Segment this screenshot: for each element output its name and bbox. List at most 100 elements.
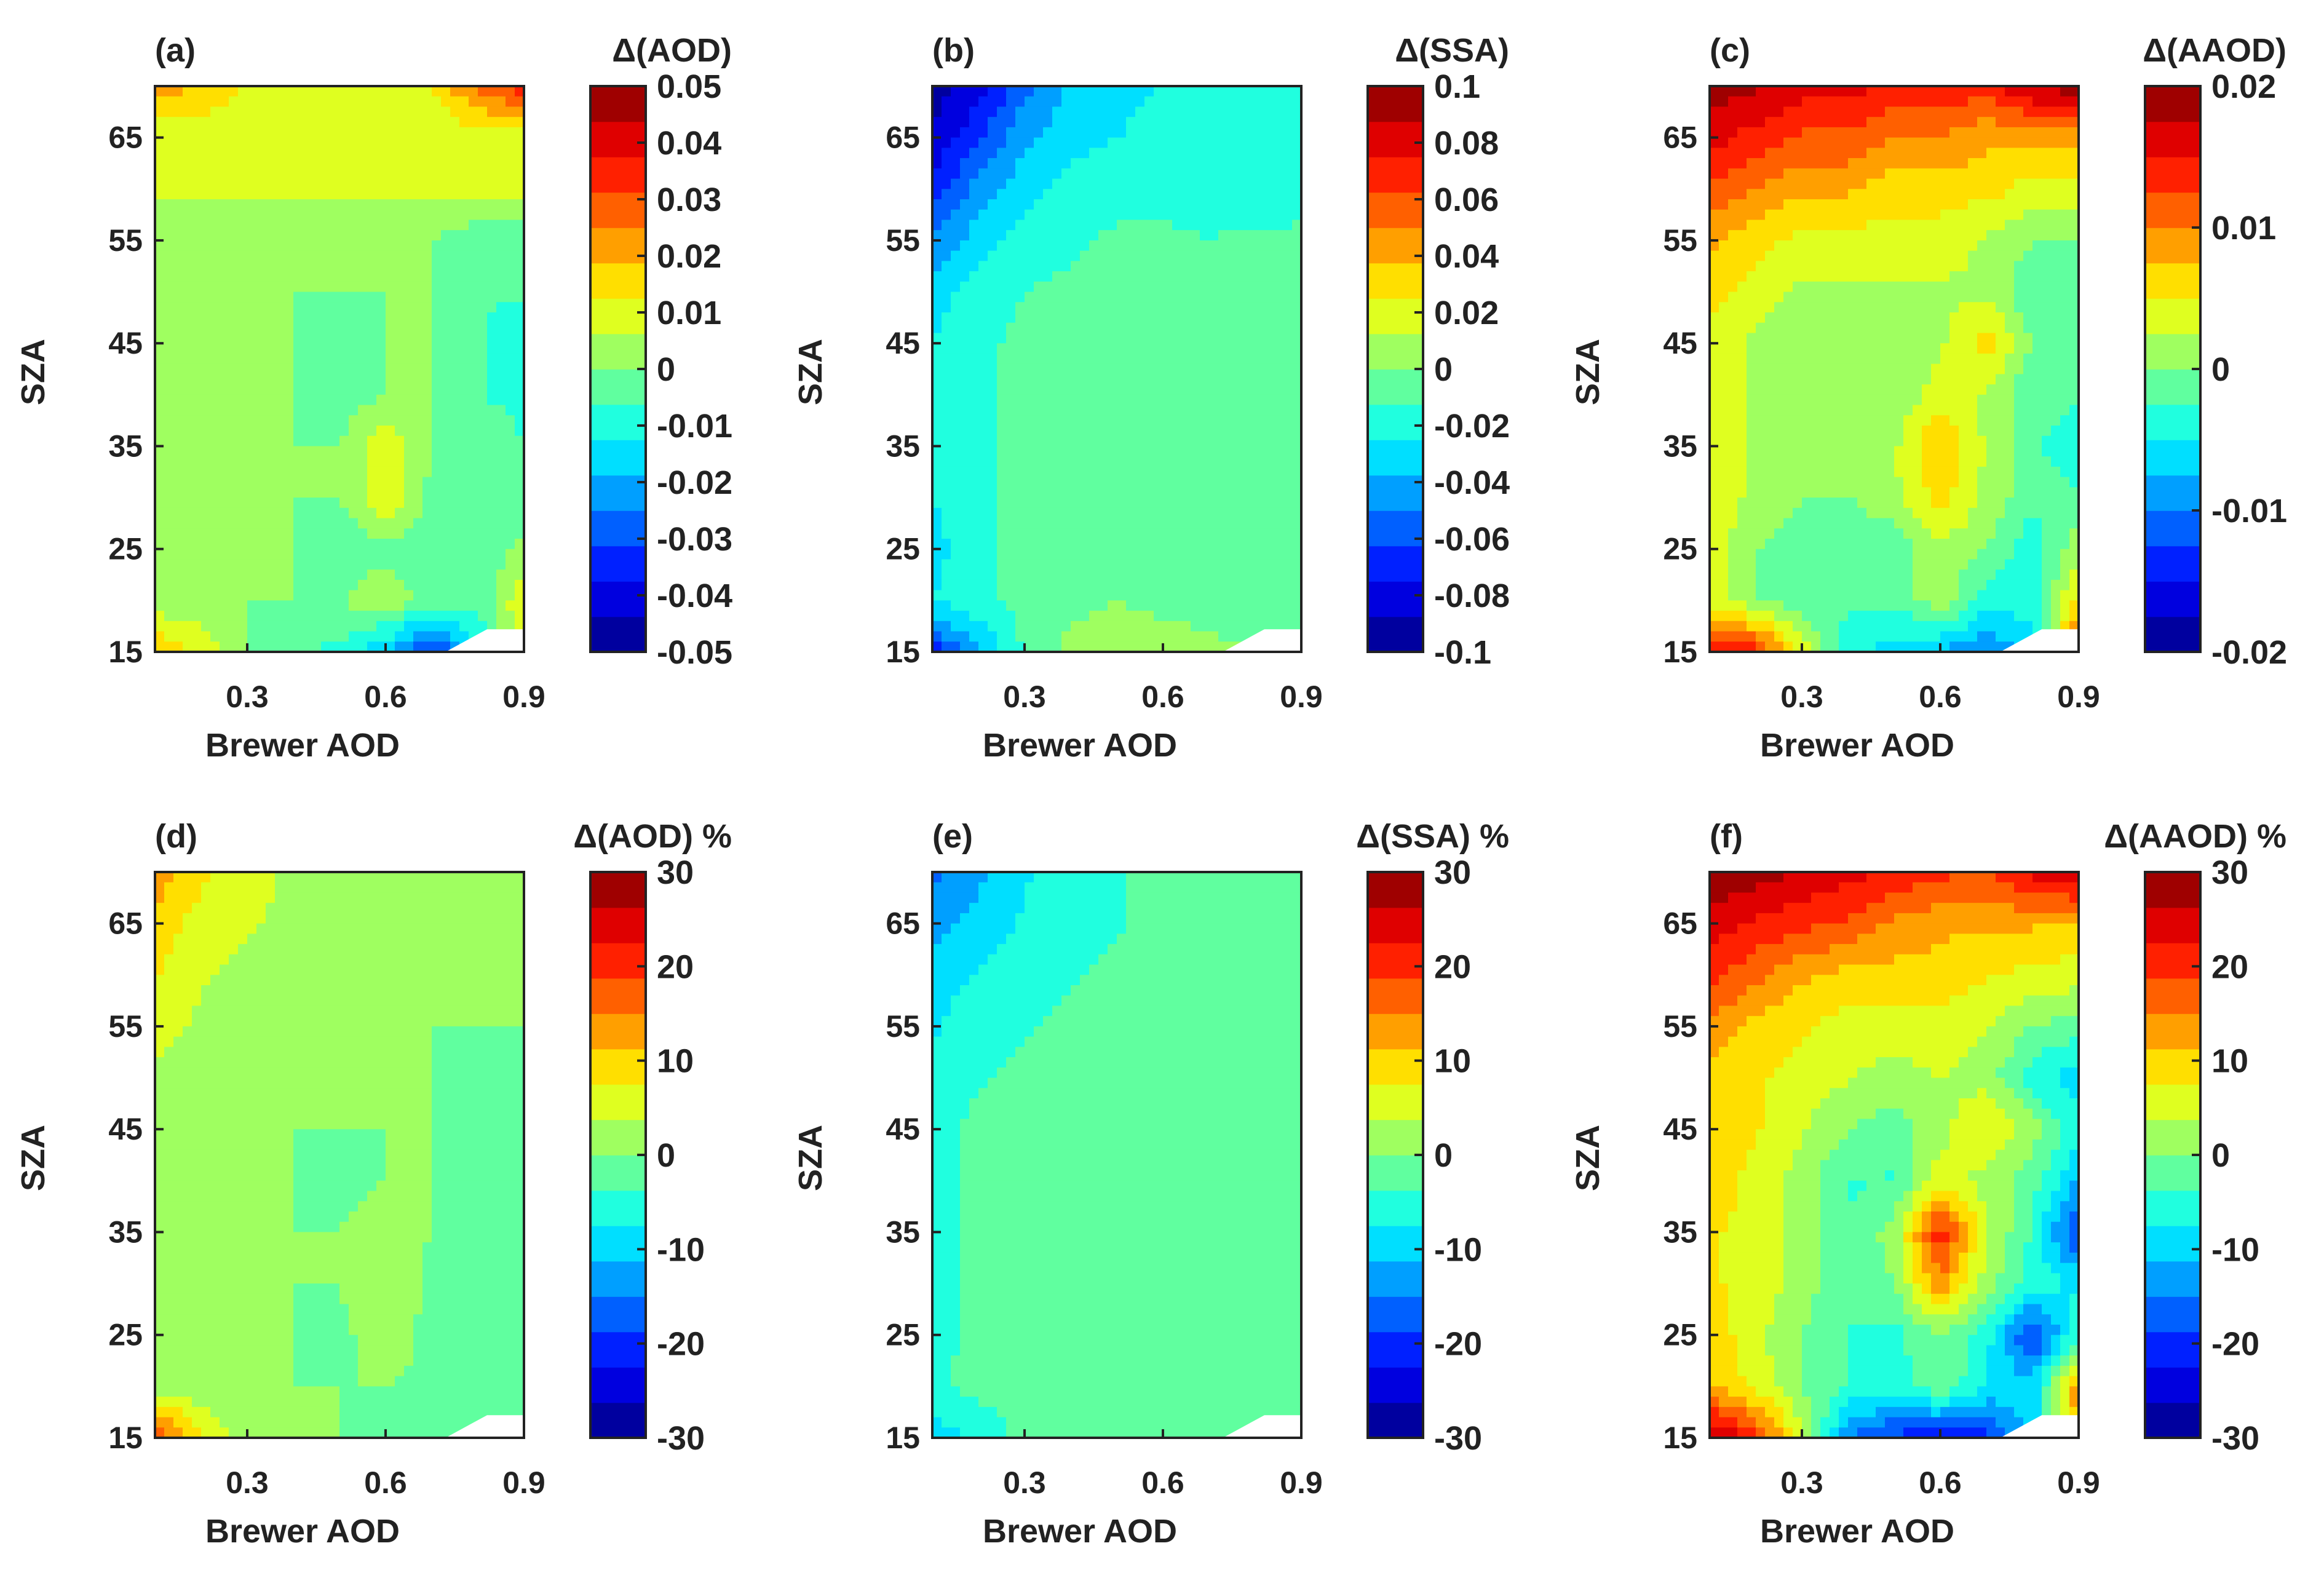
heatmap-cell	[1117, 353, 1127, 365]
colorbar-level	[1368, 333, 1423, 370]
heatmap-cell	[1071, 250, 1081, 262]
heatmap-cell	[1034, 343, 1044, 354]
heatmap-cell	[404, 435, 414, 447]
heatmap-cell	[1227, 611, 1237, 622]
heatmap-cell	[1117, 137, 1127, 149]
heatmap-cell	[1015, 333, 1025, 344]
heatmap-cell	[1710, 600, 1719, 611]
heatmap-cell	[256, 250, 266, 262]
heatmap-cell	[1710, 261, 1719, 272]
heatmap-cell	[1218, 621, 1228, 632]
heatmap-cell	[1747, 621, 1756, 632]
heatmap-cell	[1200, 363, 1210, 375]
heatmap-cell	[951, 641, 961, 652]
heatmap-cell	[1209, 405, 1219, 416]
heatmap-cell	[1135, 312, 1145, 323]
heatmap-cell	[450, 498, 460, 509]
heatmap-cell	[478, 127, 488, 138]
heatmap-cell	[376, 86, 386, 97]
heatmap-cell	[932, 240, 942, 252]
heatmap-cell	[1163, 528, 1173, 539]
heatmap-cell	[1209, 426, 1219, 437]
heatmap-cell	[238, 498, 248, 509]
heatmap-cell	[358, 189, 368, 200]
heatmap-cell	[312, 322, 322, 334]
heatmap-cell	[1061, 569, 1071, 581]
heatmap-cell	[1144, 559, 1154, 570]
heatmap-cell	[506, 456, 515, 467]
heatmap-cell	[1015, 291, 1025, 303]
heatmap-cell	[1071, 220, 1081, 231]
heatmap-cell	[1163, 168, 1173, 180]
heatmap-cell	[1747, 230, 1756, 241]
heatmap-cell	[349, 302, 359, 313]
heatmap-cell	[376, 343, 386, 354]
heatmap-cell	[1126, 240, 1136, 252]
heatmap-cell	[413, 466, 423, 478]
heatmap-cell	[1255, 539, 1265, 550]
heatmap-cell	[183, 426, 192, 437]
heatmap-cell	[422, 230, 432, 241]
heatmap-cell	[422, 168, 432, 180]
heatmap-cell	[988, 96, 997, 108]
heatmap-cell	[413, 353, 423, 365]
heatmap-cell	[1765, 569, 1775, 581]
heatmap-cell	[321, 189, 331, 200]
heatmap-cell	[1218, 271, 1228, 282]
heatmap-cell	[978, 199, 988, 210]
heatmap-cell	[293, 405, 303, 416]
heatmap-cell	[422, 539, 432, 550]
heatmap-cell	[997, 106, 1007, 117]
heatmap-cell	[1080, 600, 1090, 611]
heatmap-cell	[1135, 86, 1145, 97]
heatmap-cell	[1043, 518, 1053, 529]
x-tick-label: 0.9	[1280, 680, 1323, 714]
heatmap-cell	[238, 271, 248, 282]
heatmap-cell	[266, 394, 276, 406]
heatmap-cell	[1006, 426, 1016, 437]
heatmap-cell	[303, 446, 312, 457]
heatmap-cell	[1135, 590, 1145, 601]
heatmap-cell	[155, 569, 165, 581]
heatmap-cell	[1015, 641, 1025, 652]
heatmap-cell	[349, 528, 359, 539]
heatmap-cell	[1191, 507, 1200, 519]
heatmap-cell	[1246, 117, 1256, 128]
heatmap-cell	[1255, 435, 1265, 447]
heatmap-cell	[988, 220, 997, 231]
heatmap-cell	[506, 363, 515, 375]
heatmap-cell	[1108, 363, 1117, 375]
heatmap-cell	[1191, 631, 1200, 643]
heatmap-cell	[1025, 394, 1034, 406]
heatmap-cell	[293, 158, 303, 169]
heatmap-cell	[1043, 549, 1053, 560]
heatmap-cell	[960, 158, 970, 169]
heatmap-cell	[358, 281, 368, 293]
heatmap-cell	[1274, 435, 1283, 447]
heatmap-cell	[376, 281, 386, 293]
heatmap-cell	[1227, 291, 1237, 303]
heatmap-cell	[201, 363, 211, 375]
heatmap-cell	[1218, 261, 1228, 272]
heatmap-cell	[358, 600, 368, 611]
heatmap-cell	[1274, 569, 1283, 581]
heatmap-cell	[1043, 559, 1053, 570]
heatmap-cell	[422, 394, 432, 406]
heatmap-cell	[349, 137, 359, 149]
heatmap-cell	[988, 435, 997, 447]
heatmap-cell	[1015, 106, 1025, 117]
heatmap-cell	[1264, 611, 1274, 622]
heatmap-cell	[969, 549, 979, 560]
heatmap-cell	[1034, 507, 1044, 519]
heatmap-cell	[201, 405, 211, 416]
heatmap-cell	[478, 446, 488, 457]
heatmap-cell	[1043, 86, 1053, 97]
heatmap-cell	[275, 405, 285, 416]
heatmap-cell	[1006, 415, 1016, 426]
heatmap-cell	[487, 137, 497, 149]
heatmap-cell	[220, 446, 229, 457]
heatmap-cell	[506, 415, 515, 426]
heatmap-cell	[478, 343, 488, 354]
heatmap-cell	[173, 456, 183, 467]
heatmap-cell	[960, 631, 970, 643]
